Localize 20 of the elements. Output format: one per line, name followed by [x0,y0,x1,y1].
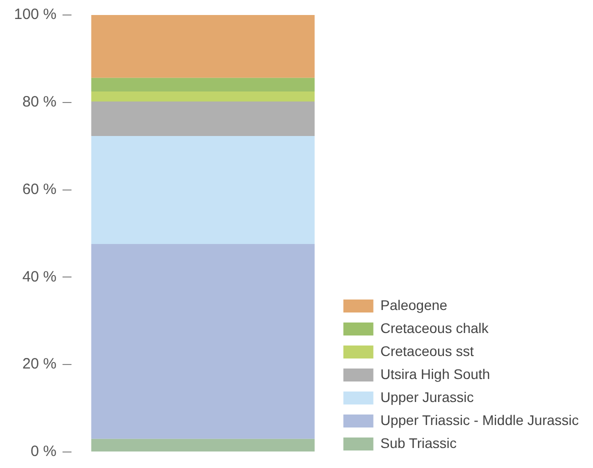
bar [91,78,315,92]
legend-label: Utsira High South [380,366,490,382]
bar [91,91,315,102]
bar [91,438,315,452]
legend-label: Cretaceous sst [380,342,474,359]
bar [91,136,315,244]
legend-label: Upper Triassic - Middle Jurassic [380,412,579,428]
y-tick-label: 100 % [14,6,57,24]
legend-label: Sub Triassic [380,434,457,451]
y-tick-label: 0 % [30,443,57,460]
y-tick-label: 60 % [22,180,57,198]
legend-label: Paleogene [380,296,448,313]
legend-label: Upper Jurassic [380,388,474,405]
bar [91,244,315,439]
y-tick-label: 20 % [22,356,57,373]
y-tick-label: 80 % [22,94,57,111]
bar [91,15,315,78]
bar [91,102,315,136]
legend-label: Cretaceous chalk [380,320,490,336]
y-tick-label: 40 % [22,268,57,286]
